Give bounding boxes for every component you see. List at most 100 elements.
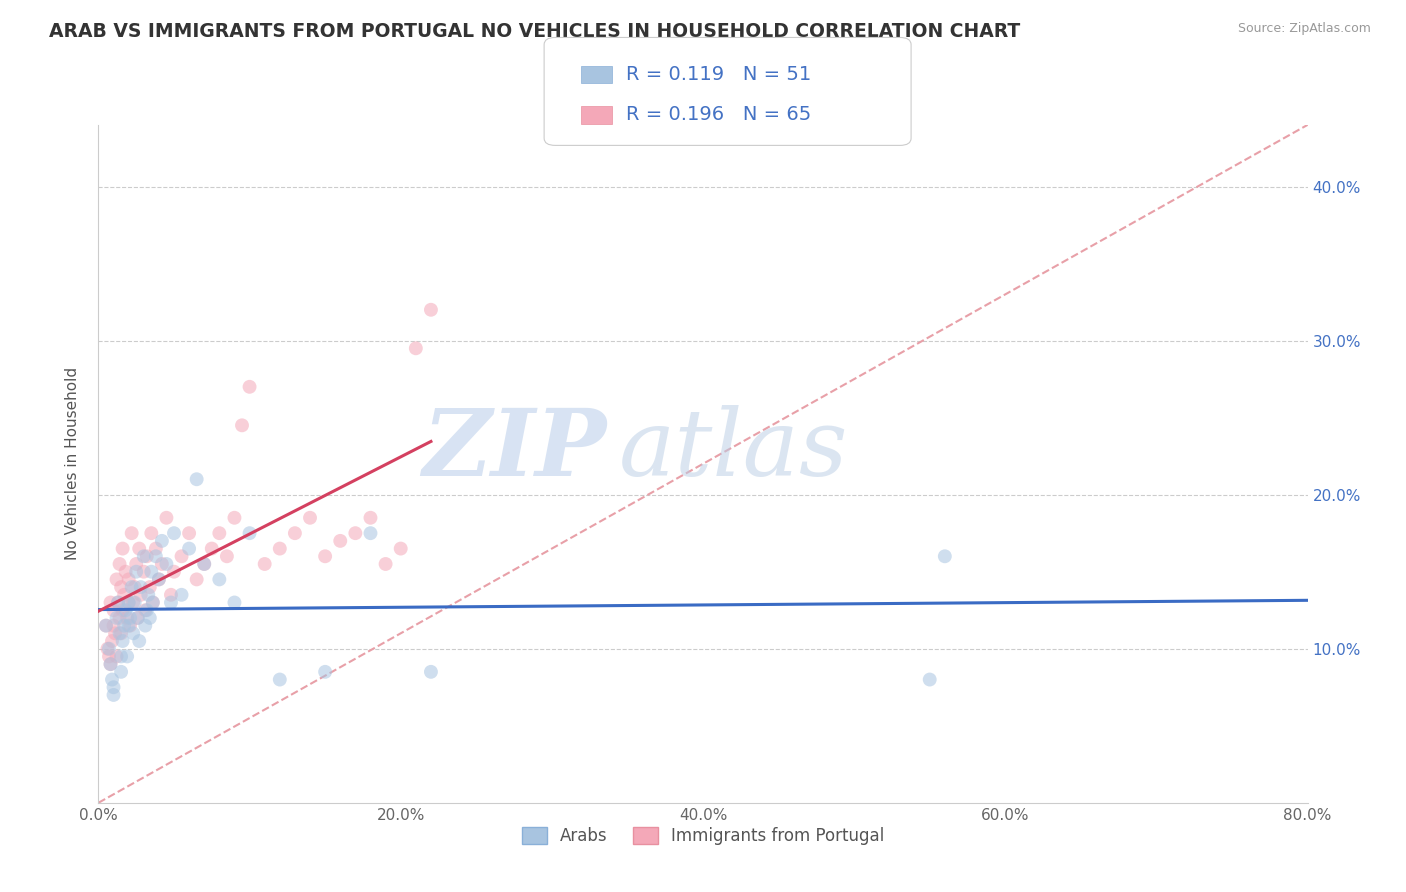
Point (127, 611, 149, 625)
Text: atlas: atlas (619, 405, 848, 495)
Text: R = 0.196   N = 65: R = 0.196 N = 65 (626, 105, 811, 124)
Point (134, 603, 156, 617)
Point (142, 595, 165, 609)
Point (420, 665, 443, 679)
Point (344, 526, 367, 541)
Point (142, 595, 165, 609)
Point (94, 618, 117, 632)
Point (103, 603, 125, 617)
Point (139, 580, 162, 594)
Point (150, 557, 173, 571)
Point (148, 573, 170, 587)
Point (208, 573, 231, 587)
Point (129, 588, 152, 602)
Point (135, 549, 157, 564)
Point (112, 588, 135, 602)
Point (100, 657, 122, 672)
Point (360, 510, 382, 524)
Point (163, 565, 186, 579)
Point (329, 533, 352, 548)
Point (111, 603, 134, 617)
Point (208, 526, 231, 541)
Point (193, 557, 215, 571)
Point (134, 618, 156, 632)
Point (136, 588, 159, 602)
Point (105, 611, 128, 625)
Point (155, 557, 177, 571)
Point (118, 595, 141, 609)
Point (132, 565, 155, 579)
Point (420, 302, 443, 317)
Y-axis label: No Vehicles in Household: No Vehicles in Household (65, 368, 80, 560)
Point (112, 618, 135, 632)
Point (98, 649, 121, 664)
Point (103, 688, 125, 702)
Point (122, 626, 145, 640)
Point (120, 618, 142, 632)
Point (105, 573, 128, 587)
Point (374, 557, 396, 571)
Point (170, 588, 193, 602)
Point (150, 533, 173, 548)
Point (114, 565, 136, 579)
Point (98, 641, 121, 656)
Point (148, 573, 170, 587)
Point (100, 657, 122, 672)
Point (105, 649, 128, 664)
Point (269, 673, 291, 687)
Point (193, 557, 215, 571)
Point (186, 573, 208, 587)
Point (115, 649, 138, 664)
Point (110, 580, 132, 594)
Point (215, 549, 238, 564)
Point (239, 526, 262, 541)
Point (107, 595, 129, 609)
Text: Source: ZipAtlas.com: Source: ZipAtlas.com (1237, 22, 1371, 36)
Point (110, 626, 132, 640)
Point (127, 611, 149, 625)
Point (269, 541, 291, 556)
Point (179, 541, 201, 556)
Text: ZIP: ZIP (422, 405, 606, 495)
Text: ARAB VS IMMIGRANTS FROM PORTUGAL NO VEHICLES IN HOUSEHOLD CORRELATION CHART: ARAB VS IMMIGRANTS FROM PORTUGAL NO VEHI… (49, 22, 1021, 41)
Point (118, 573, 141, 587)
Point (314, 665, 336, 679)
Point (103, 680, 125, 694)
Point (141, 565, 163, 579)
Point (314, 549, 336, 564)
Point (224, 595, 246, 609)
Text: R = 0.119   N = 51: R = 0.119 N = 51 (626, 65, 811, 84)
Point (118, 595, 141, 609)
Point (110, 649, 132, 664)
Point (155, 510, 177, 524)
Point (108, 611, 131, 625)
Point (124, 595, 146, 609)
Point (101, 673, 124, 687)
Point (128, 634, 150, 648)
Point (201, 541, 224, 556)
Point (135, 603, 157, 617)
Point (918, 673, 941, 687)
Point (179, 526, 201, 541)
Point (114, 603, 136, 617)
Point (108, 557, 131, 571)
Point (115, 611, 138, 625)
Point (139, 611, 162, 625)
Legend: Arabs, Immigrants from Portugal: Arabs, Immigrants from Portugal (515, 821, 891, 852)
Point (141, 526, 163, 541)
Point (103, 618, 125, 632)
Point (111, 541, 134, 556)
Point (360, 526, 382, 541)
Point (110, 665, 132, 679)
Point (224, 510, 246, 524)
Point (405, 341, 427, 355)
Point (186, 472, 208, 486)
Point (120, 611, 142, 625)
Point (94, 618, 117, 632)
Point (132, 549, 155, 564)
Point (128, 541, 150, 556)
Point (121, 580, 143, 594)
Point (253, 557, 276, 571)
Point (111, 634, 134, 648)
Point (125, 565, 148, 579)
